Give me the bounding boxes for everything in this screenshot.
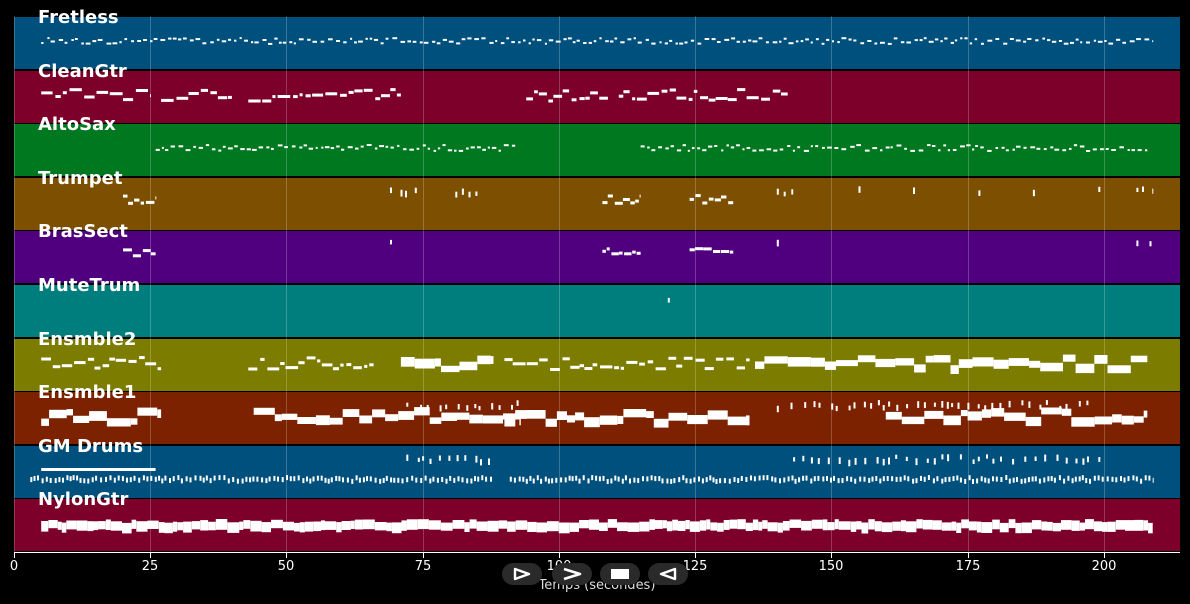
x-tick [423,553,424,558]
x-tick-label: 75 [414,559,432,574]
x-tick [286,553,287,558]
track-lane-ensmble1[interactable] [14,391,1180,445]
track-label: Trumpet [38,168,123,189]
x-tick [559,553,560,558]
x-tick-label: 175 [955,559,981,574]
rewind-button[interactable] [648,563,688,585]
fast-forward-button[interactable] [552,563,592,585]
x-tick-label: 25 [141,559,159,574]
track-label: GM Drums [38,436,144,457]
x-tick [695,553,696,558]
x-tick [150,553,151,558]
x-tick-label: 50 [277,559,295,574]
x-axis-line [14,552,1180,553]
transport-controls [502,563,692,587]
stop-button[interactable] [600,563,640,585]
track-lane-nylongtr[interactable] [14,498,1180,552]
track-label: AltoSax [38,114,116,135]
track-lane-brassect[interactable] [14,230,1180,284]
x-tick-label: 200 [1091,559,1117,574]
play-button[interactable] [502,563,542,585]
track-label: BrasSect [38,221,128,242]
track-label: Ensmble2 [38,329,137,350]
track-label: Fretless [38,7,119,28]
track-lane-ensmble2[interactable] [14,338,1180,392]
x-tick-label: 150 [818,559,844,574]
play-icon [513,567,531,581]
track-label: CleanGtr [38,61,127,82]
x-tick [1104,553,1105,558]
fast-forward-icon [563,567,582,581]
stop-icon [611,569,629,579]
track-label: Ensmble1 [38,382,137,403]
x-tick-label: 0 [9,559,19,574]
x-tick [968,553,969,558]
x-tick [831,553,832,558]
x-tick [14,553,15,558]
x-tick-label: 125 [682,559,708,574]
track-label: MuteTrum [38,275,141,296]
track-lane-fretless[interactable] [14,16,1180,70]
track-label: NylonGtr [38,489,129,510]
rewind-icon [659,567,677,581]
track-lane-gm-drums[interactable] [14,445,1180,499]
track-lane-cleangtr[interactable] [14,70,1180,124]
track-lane-mutetrum[interactable] [14,284,1180,338]
track-lane-altosax[interactable] [14,123,1180,177]
track-lane-trumpet[interactable] [14,177,1180,231]
